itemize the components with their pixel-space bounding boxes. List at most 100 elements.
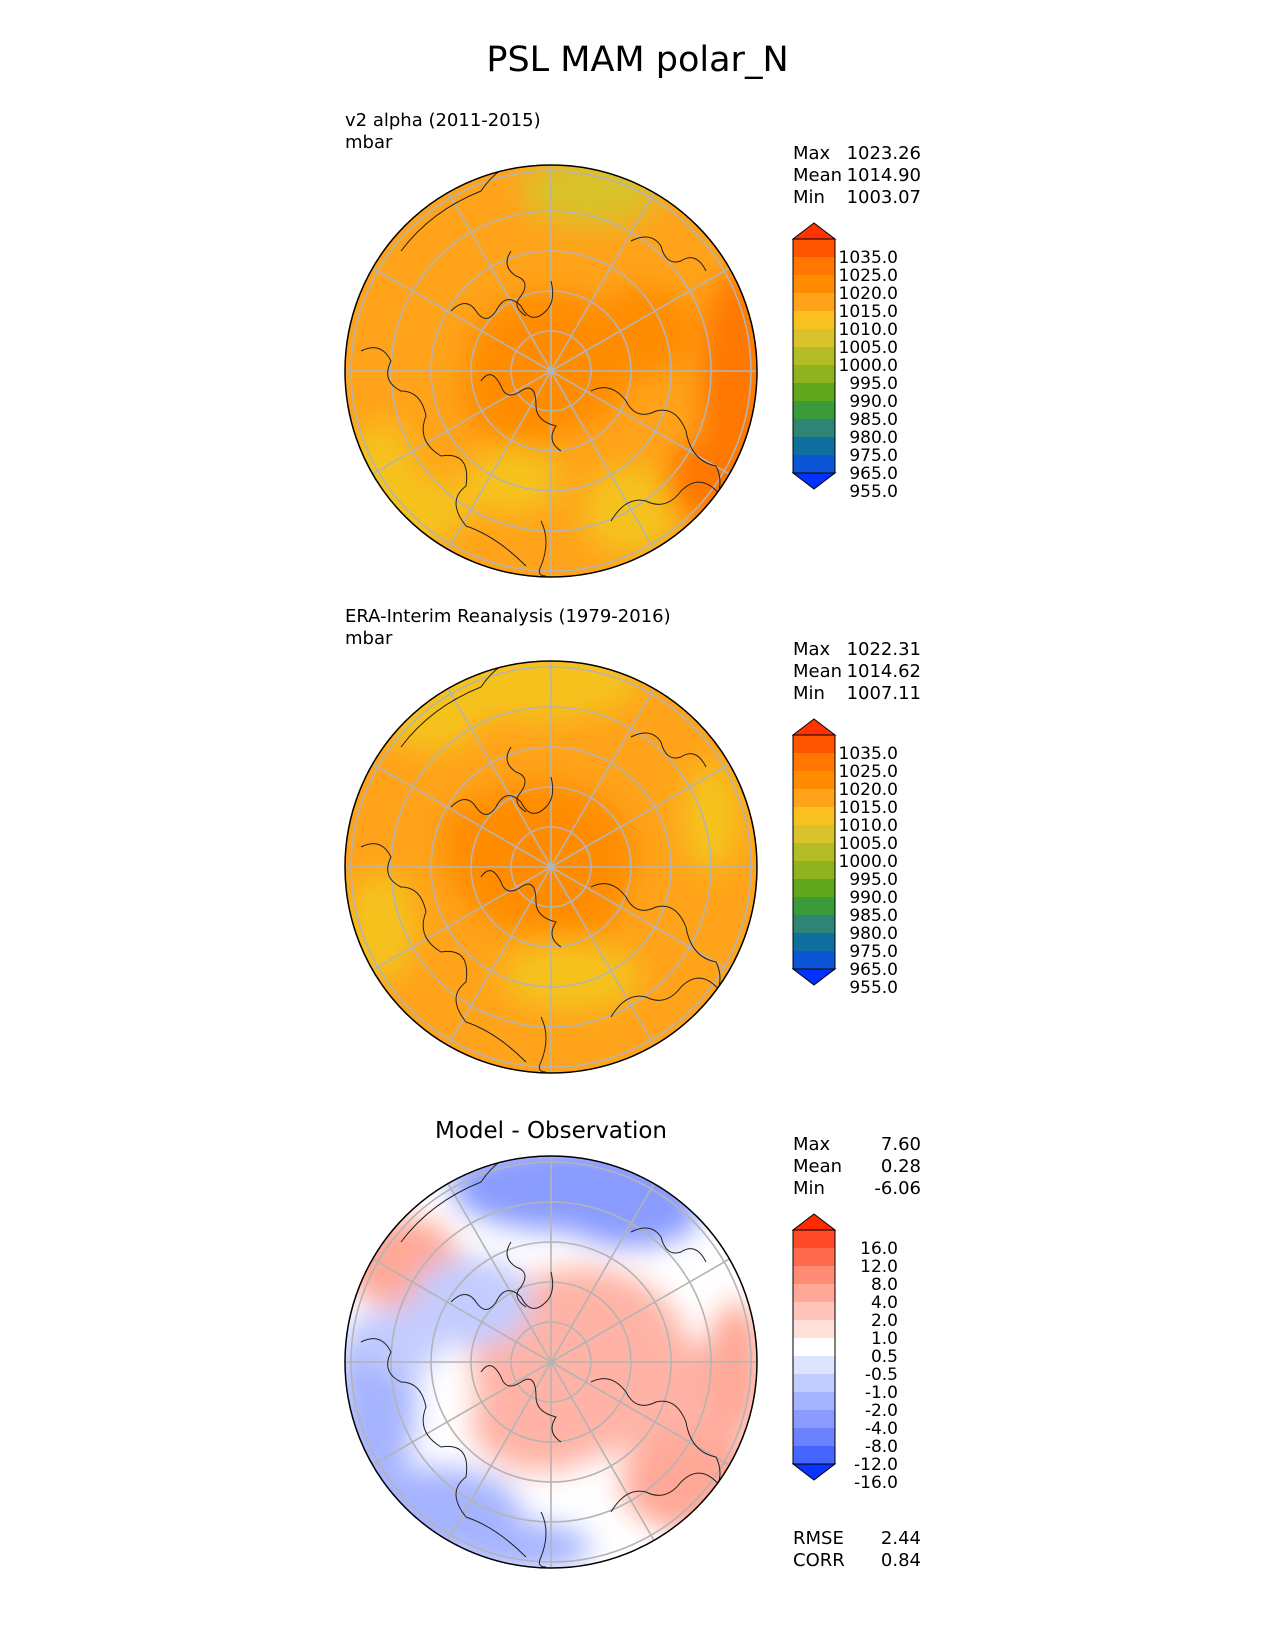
stat-min-value: -6.06 [874,1178,921,1199]
coastline [450,776,554,815]
colorbar-segment [793,1320,835,1338]
stat-mean-label: Mean [793,1156,843,1177]
metric-corr-value: 0.84 [880,1550,921,1571]
colorbar-segment [793,437,835,455]
colorbar-tick-label: 965.0 [849,960,898,980]
field-arctic-positive [471,1372,611,1472]
stat-mean-value: 0.28 [880,1156,921,1177]
panel-2-stats: Max 1022.31 Mean 1014.62 Min 1007.11 [793,639,921,705]
meridian-line [447,1361,552,1541]
coastline [400,661,717,748]
colorbar-segment [793,383,835,401]
colorbar-extend-bottom [791,1463,837,1481]
coastline [506,1241,527,1308]
stat-min-label: Min [793,683,825,704]
colorbar-tick-label: -2.0 [865,1401,898,1421]
meridian-line [550,1183,655,1363]
stat-max-label: Max [793,143,831,164]
panel-2-units: mbar [345,628,393,649]
colorbar-tick-label: 990.0 [849,392,898,412]
colorbar-tick-label: -16.0 [854,1473,898,1493]
colorbar-segment [793,789,835,807]
stat-mean-label: Mean [793,165,843,186]
polar-map-3 [344,1155,758,1569]
colorbar-tick-label: 1010.0 [839,320,898,340]
colorbar-segment [793,1356,835,1374]
colorbar-segment [793,419,835,437]
colorbar-tick-label: 1015.0 [839,302,898,322]
field-arctic-high [541,877,621,937]
colorbar-tick-label: -12.0 [854,1455,898,1475]
map-outline [344,1155,758,1569]
colorbar-tick-label: 1015.0 [839,798,898,818]
field-eurasia-positive [621,1432,757,1532]
colorbar-tick-label: 2.0 [871,1311,898,1331]
meridian-line [550,688,655,868]
stat-min-value: 1007.11 [846,683,921,704]
colorbar-segment [793,825,835,843]
map-field-layer [345,661,757,1073]
coastline [480,374,562,452]
coastline [400,165,717,252]
meridian-line [447,688,552,868]
meridian-line [447,370,552,550]
coastline [538,520,547,577]
colorbar-segment [793,861,835,879]
colorbar-segment [793,1284,835,1302]
meridian-line [550,1258,730,1363]
stat-max-value: 7.60 [880,1134,921,1155]
field-atlantic-negative [451,1522,591,1568]
meridian-line [550,866,655,1046]
colorbar-tick-label: 980.0 [849,924,898,944]
colorbar-tick-label: -4.0 [865,1419,898,1439]
panel-3-metrics: RMSE 2.44 CORR 0.84 [793,1528,921,1572]
colorbar-tick-label: 1025.0 [839,762,898,782]
colorbar-tick-label: 1000.0 [839,852,898,872]
colorbar-segment [793,897,835,915]
colorbar-extend-bottom [791,968,837,986]
colorbar-segment [793,843,835,861]
metric-rmse-label: RMSE [793,1528,844,1549]
stat-mean-value: 1014.62 [846,661,921,682]
colorbar-segment [793,807,835,825]
coastline [630,236,707,272]
colorbar-tick-label: -0.5 [865,1365,898,1385]
figure-title: PSL MAM polar_N [486,40,789,80]
colorbar-segment [793,1446,835,1464]
colorbar-1: 1035.01025.01020.01015.01010.01005.01000… [791,222,898,502]
meridian-line [372,763,552,868]
colorbar-segment [793,401,835,419]
colorbar-tick-label: 1010.0 [839,816,898,836]
coastline [360,347,527,567]
colorbar-tick-label: 955.0 [849,482,898,502]
colorbar-segment [793,1338,835,1356]
stat-max-value: 1022.31 [846,639,921,660]
coastline [506,250,527,317]
colorbar-tick-label: 980.0 [849,428,898,448]
coastline [506,746,527,813]
panel-1-stats: Max 1023.26 Mean 1014.90 Min 1003.07 [793,143,921,209]
field-north-america-negative [361,1307,441,1377]
metric-corr-label: CORR [793,1550,845,1571]
colorbar-tick-label: 985.0 [849,410,898,430]
meridian-line [550,1361,730,1466]
stat-max-label: Max [793,1134,831,1155]
stat-min-label: Min [793,187,825,208]
colorbar-tick-label: 12.0 [860,1257,898,1277]
colorbar-tick-label: 1005.0 [839,834,898,854]
colorbar-frame [792,238,836,474]
stat-min-label: Min [793,1178,825,1199]
meridian-line [372,1361,552,1466]
panel-3-stats: Max 7.60 Mean 0.28 Min -6.06 [793,1134,921,1200]
colorbar-tick-label: 965.0 [849,464,898,484]
field-pacific-negative [451,1156,571,1212]
metric-rmse-value: 2.44 [880,1528,921,1549]
colorbar-segment [793,1374,835,1392]
map-outline [344,660,758,1074]
meridian-line [372,370,552,475]
graticule [345,661,757,1073]
map-field-layer [345,1156,757,1568]
coastline [360,843,527,1063]
meridian-line [447,866,552,1046]
